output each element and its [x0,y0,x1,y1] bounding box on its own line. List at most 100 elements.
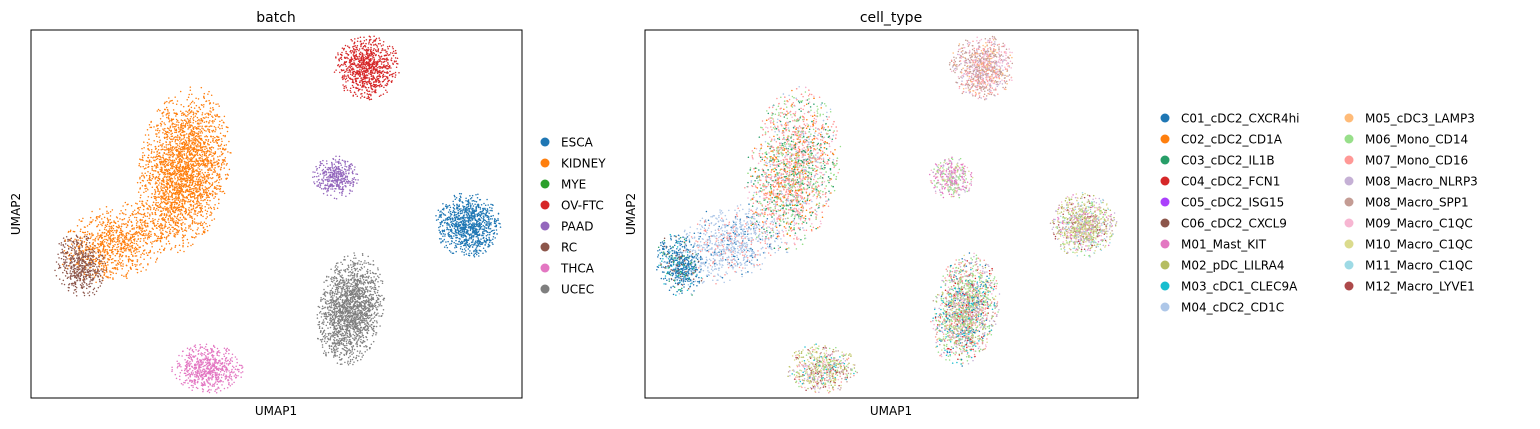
legend-label: MYE [561,178,586,192]
legend-item: M04_cDC2_CD1C [1160,301,1284,315]
cluster-5 [435,192,502,258]
legend-label: M08_Macro_NLRP3 [1365,175,1478,189]
cluster-1 [61,201,168,283]
legend-label: C05_cDC2_ISG15 [1181,196,1284,210]
legend-item: ESCA [540,136,594,150]
batch-panel: batch UMAP1 UMAP2 ESCA KIDNEY MYE OV-FTC PAA… [9,10,606,418]
legend-label: PAAD [561,220,593,234]
legend-item: MYE [540,178,586,192]
legend-item: M03_cDC1_CLEC9A [1160,280,1298,294]
legend-marker [540,179,550,189]
cluster-4 [928,156,974,199]
cluster-2 [656,233,703,296]
batch-plot-frame [30,29,523,399]
legend-item: PAAD [540,220,593,234]
legend-marker [1344,281,1354,291]
legend-item: KIDNEY [540,157,606,171]
legend-item: C06_cDC2_CXCL9 [1160,217,1287,231]
cell-type-plot-title: cell_type [860,10,922,26]
cluster-5 [1049,192,1118,258]
legend-marker [1344,197,1354,207]
legend-label: M11_Macro_C1QC [1365,259,1473,273]
legend-marker [1344,176,1354,186]
cluster-3 [948,35,1014,101]
legend-label: M12_Macro_LYVE1 [1365,280,1475,294]
legend-item: M02_pDC_LILRA4 [1160,259,1284,273]
legend-item: THCA [540,262,595,276]
legend-label: C04_cDC2_FCN1 [1181,175,1280,189]
legend-item: RC [540,241,577,255]
legend-marker [1160,218,1170,228]
legend-label: OV-FTC [561,199,604,213]
legend-item: M01_Mast_KIT [1160,238,1267,252]
legend-marker [1160,134,1170,144]
legend-label: M07_Mono_CD16 [1365,154,1468,168]
legend-label: M05_cDC3_LAMP3 [1365,112,1475,126]
legend-marker [540,242,550,252]
batch-plot-title: batch [256,10,296,26]
legend-label: C03_cDC2_IL1B [1181,154,1275,168]
legend-item: M10_Macro_C1QC [1344,238,1473,252]
cluster-2 [54,234,107,297]
legend-label: C01_cDC2_CXCR4hi [1181,112,1300,126]
batch-scatter-points [54,35,502,394]
legend-marker [1344,218,1354,228]
cell-type-legend: C01_cDC2_CXCR4hi C02_cDC2_CD1A C03_cDC2_IL… [1160,112,1478,315]
cluster-6 [930,252,1001,367]
legend-item: C02_cDC2_CD1A [1160,133,1283,147]
cell-type-x-axis-label: UMAP1 [870,404,912,418]
cluster-0 [744,86,842,254]
legend-label: M01_Mast_KIT [1181,238,1267,252]
batch-legend: ESCA KIDNEY MYE OV-FTC PAAD RC THCA UCEC [540,136,606,297]
legend-label: ESCA [561,136,594,150]
legend-item: UCEC [540,283,594,297]
cluster-7 [171,343,244,394]
legend-marker [540,221,550,231]
legend-label: M04_cDC2_CD1C [1181,301,1284,315]
cell-type-scatter-points [656,35,1118,394]
legend-item: C05_cDC2_ISG15 [1160,196,1284,210]
cell-type-y-axis-label: UMAP2 [624,193,638,235]
cluster-3 [333,35,400,101]
cell-type-panel: cell_type UMAP1 UMAP2 C01_cDC2_CXCR4hiC0… [624,10,1478,418]
cell-type-plot-frame [644,29,1139,399]
cluster-0 [136,86,232,254]
legend-marker [1160,260,1170,270]
cluster-7 [787,343,858,394]
batch-y-axis-label: UMAP2 [9,193,23,235]
legend-item: C04_cDC2_FCN1 [1160,175,1280,189]
legend-marker [1344,155,1354,165]
legend-item: C03_cDC2_IL1B [1160,154,1275,168]
legend-label: M08_Macro_SPP1 [1365,196,1469,210]
legend-label: RC [561,241,577,255]
legend-marker [1160,113,1170,123]
legend-label: M03_cDC1_CLEC9A [1181,280,1298,294]
legend-marker [1344,113,1354,123]
legend-item: M07_Mono_CD16 [1344,154,1468,168]
legend-label: M10_Macro_C1QC [1365,238,1473,252]
legend-label: M06_Mono_CD14 [1365,133,1468,147]
legend-marker [1160,281,1170,291]
legend-item: M06_Mono_CD14 [1344,133,1468,147]
legend-marker [540,137,550,147]
legend-marker [1344,260,1354,270]
legend-item: C01_cDC2_CXCR4hi [1160,112,1300,126]
legend-item: M09_Macro_C1QC [1344,217,1473,231]
cluster-4 [312,155,359,200]
legend-marker [1160,155,1170,165]
legend-marker [1344,239,1354,249]
legend-label: THCA [560,262,595,276]
legend-item: M12_Macro_LYVE1 [1344,280,1475,294]
legend-label: M09_Macro_C1QC [1365,217,1473,231]
legend-item: OV-FTC [540,199,604,213]
legend-item: M08_Macro_NLRP3 [1344,175,1478,189]
legend-marker [1160,239,1170,249]
legend-item: M08_Macro_SPP1 [1344,196,1469,210]
legend-marker [540,158,550,168]
cluster-6 [316,252,386,366]
legend-marker [1160,176,1170,186]
legend-marker [540,263,550,273]
legend-marker [1160,302,1170,312]
batch-x-axis-label: UMAP1 [255,404,297,418]
